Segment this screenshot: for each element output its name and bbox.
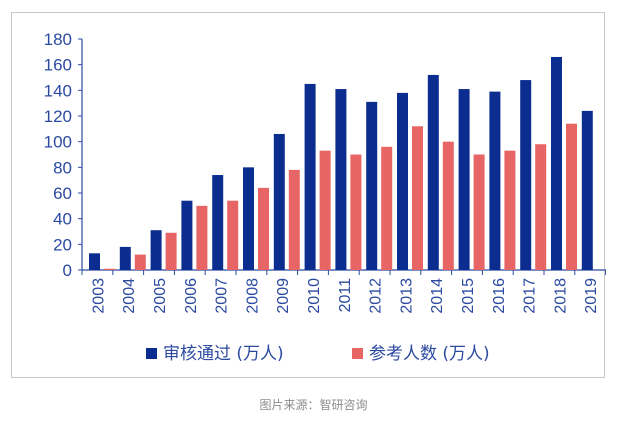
bar-approved-2014 bbox=[427, 74, 439, 270]
y-tick-label: 0 bbox=[63, 261, 72, 280]
y-tick-label: 160 bbox=[44, 56, 72, 75]
x-tick-label: 2013 bbox=[398, 278, 415, 314]
bar-examinees-2013 bbox=[412, 126, 423, 271]
y-tick-label: 180 bbox=[44, 30, 72, 49]
x-tick-label: 2015 bbox=[460, 278, 477, 314]
bar-examinees-2003 bbox=[104, 268, 115, 270]
x-tick-label: 2014 bbox=[429, 278, 446, 314]
bar-examinees-2010 bbox=[319, 150, 331, 270]
legend-label: 审核通过 (万人) bbox=[163, 344, 284, 364]
x-tick-label: 2016 bbox=[491, 278, 508, 314]
bar-examinees-2011 bbox=[350, 154, 362, 270]
bar-chart: 0 20 40 60 80 100 120 140 160 180 2003 2004 2005 2006… bbox=[44, 30, 606, 364]
legend-swatch bbox=[146, 348, 157, 359]
y-tick-label: 140 bbox=[44, 81, 72, 100]
bar-approved-2015 bbox=[458, 89, 470, 270]
x-tick-label: 2007 bbox=[214, 278, 231, 314]
y-tick-label: 120 bbox=[44, 107, 72, 126]
chart-axes: 0 20 40 60 80 100 120 140 160 180 2003 2004 2005 2006… bbox=[44, 30, 606, 314]
y-tick-label: 60 bbox=[53, 184, 72, 203]
x-tick-label: 2010 bbox=[306, 278, 323, 314]
bar-approved-2003 bbox=[89, 253, 100, 270]
bar-examinees-2006 bbox=[196, 205, 208, 270]
y-tick-label: 40 bbox=[53, 210, 72, 229]
bar-examinees-2017 bbox=[535, 144, 547, 270]
chart-legend: 审核通过 (万人) 参考人数 (万人) bbox=[146, 344, 490, 364]
x-tick-label: 2009 bbox=[275, 278, 292, 314]
bar-approved-2010 bbox=[304, 83, 316, 271]
bar-examinees-2009 bbox=[288, 169, 300, 270]
bar-approved-2007 bbox=[212, 175, 224, 270]
bar-examinees-2005 bbox=[165, 232, 177, 270]
bar-approved-2017 bbox=[520, 80, 532, 270]
bar-examinees-2018 bbox=[566, 123, 577, 270]
bar-examinees-2008 bbox=[258, 187, 269, 270]
bar-approved-2005 bbox=[150, 230, 162, 270]
bar-approved-2006 bbox=[181, 200, 193, 270]
x-tick-label: 2008 bbox=[244, 278, 261, 314]
chart-bars bbox=[89, 56, 593, 271]
bar-examinees-2016 bbox=[504, 150, 516, 270]
x-tick-label: 2012 bbox=[368, 278, 385, 314]
y-tick-label: 80 bbox=[53, 158, 72, 177]
x-tick-label: 2005 bbox=[152, 278, 169, 314]
y-tick-label: 20 bbox=[53, 235, 72, 254]
bar-examinees-2014 bbox=[442, 141, 454, 270]
bar-approved-2012 bbox=[366, 101, 378, 270]
bar-approved-2018 bbox=[551, 56, 562, 270]
bar-approved-2016 bbox=[489, 91, 501, 270]
bar-approved-2008 bbox=[243, 167, 254, 270]
bar-approved-2013 bbox=[397, 92, 408, 271]
y-tick-label: 100 bbox=[44, 133, 72, 152]
bar-approved-2004 bbox=[119, 246, 131, 270]
bar-examinees-2012 bbox=[381, 146, 393, 270]
legend-label: 参考人数 (万人) bbox=[369, 344, 490, 364]
x-tick-label: 2018 bbox=[552, 278, 569, 314]
bar-examinees-2015 bbox=[473, 154, 485, 270]
chart-frame: 0 20 40 60 80 100 120 140 160 180 2003 2004 2005 2006… bbox=[11, 12, 606, 378]
x-tick-label: 2004 bbox=[121, 278, 138, 314]
bar-examinees-2007 bbox=[227, 200, 239, 270]
x-tick-label: 2003 bbox=[90, 278, 107, 314]
x-tick-label: 2006 bbox=[183, 278, 200, 314]
legend-swatch bbox=[352, 348, 363, 359]
bar-approved-2019 bbox=[581, 110, 593, 270]
image-source-caption: 图片来源：智研咨询 bbox=[259, 398, 368, 412]
bar-examinees-2004 bbox=[134, 254, 146, 270]
x-tick-label: 2011 bbox=[337, 278, 354, 313]
bar-approved-2009 bbox=[273, 133, 285, 270]
x-tick-label: 2019 bbox=[583, 278, 600, 314]
x-tick-label: 2017 bbox=[522, 278, 539, 314]
bar-approved-2011 bbox=[335, 89, 347, 270]
